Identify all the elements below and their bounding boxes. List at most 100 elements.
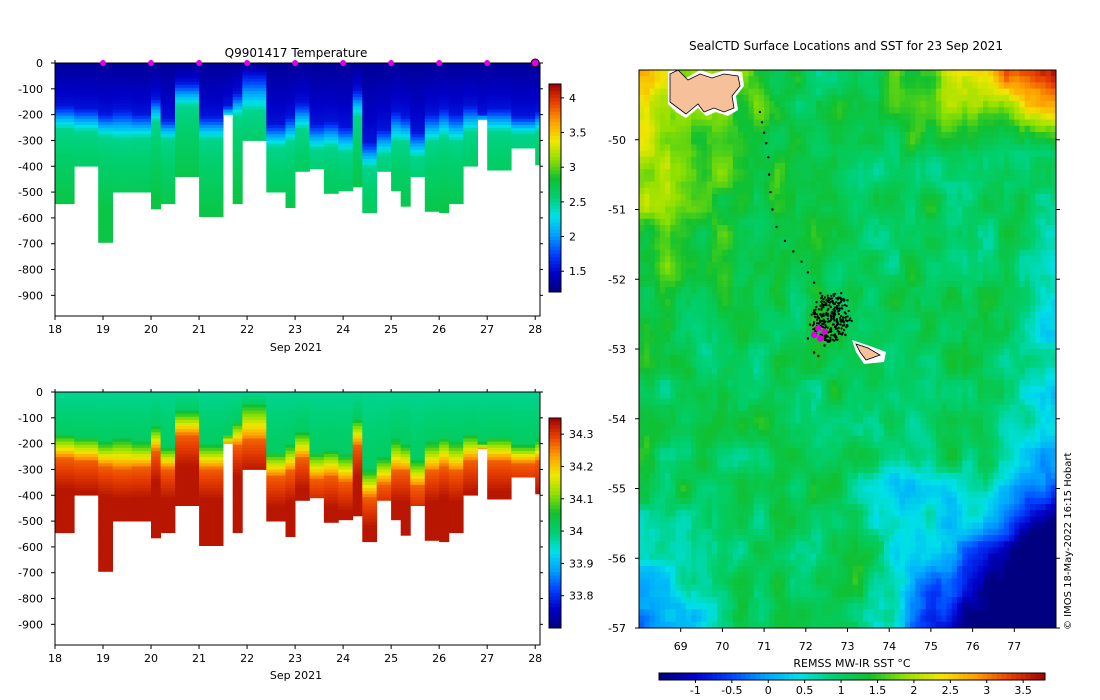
sst-cell: [998, 119, 1005, 127]
sst-cell: [998, 194, 1005, 201]
data-cell: [487, 494, 512, 498]
data-cell: [223, 103, 234, 107]
sst-cell: [696, 181, 703, 189]
sst-cell: [701, 119, 708, 127]
data-cell: [487, 401, 512, 405]
sst-cell: [956, 156, 963, 164]
data-cell: [463, 94, 478, 98]
sst-cell: [941, 200, 948, 207]
data-cell: [175, 475, 200, 480]
data-cell: [232, 528, 243, 532]
sst-cell: [930, 138, 937, 145]
data-cell: [223, 438, 234, 442]
data-cell: [309, 140, 325, 144]
sst-cell: [899, 156, 906, 164]
data-cell: [55, 497, 75, 501]
data-cell: [487, 454, 512, 458]
data-cell: [439, 149, 450, 154]
sst-cell: [758, 231, 765, 238]
sst-cell: [821, 144, 828, 152]
data-cell: [232, 481, 243, 486]
data-cell: [232, 180, 243, 185]
sst-cell: [988, 132, 994, 139]
sst-cell: [644, 101, 650, 108]
data-cell: [266, 180, 286, 185]
sst-cell: [732, 138, 739, 145]
data-cell: [285, 143, 296, 147]
data-cell: [448, 190, 464, 194]
data-cell: [175, 115, 200, 120]
sst-cell: [1003, 101, 1010, 108]
data-cell: [175, 438, 200, 442]
sst-cell: [972, 187, 979, 195]
data-cell: [74, 454, 99, 458]
data-cell: [285, 475, 296, 480]
sst-cell: [743, 225, 749, 232]
salinity-colorbar-segment: [549, 579, 561, 583]
sst-cell: [878, 119, 885, 127]
data-cell: [463, 398, 478, 402]
data-cell: [535, 72, 541, 76]
data-cell: [391, 398, 402, 402]
data-cell: [199, 525, 224, 529]
sst-cell: [1009, 169, 1015, 176]
sst-cell: [774, 194, 781, 201]
data-cell: [112, 419, 133, 424]
data-cell: [232, 484, 243, 489]
sst-cell: [706, 212, 713, 220]
data-cell: [400, 174, 411, 178]
sst-cell: [1040, 113, 1047, 121]
sst-cell: [748, 156, 755, 164]
data-cell: [98, 562, 113, 566]
sst-cell: [857, 231, 864, 238]
data-cell: [112, 463, 133, 467]
sst-cell: [743, 125, 749, 133]
sst-cell: [811, 101, 817, 108]
data-cell: [352, 118, 363, 123]
data-cell: [391, 419, 402, 424]
sst-cell: [644, 218, 650, 226]
sst-cell: [659, 88, 666, 96]
sst-cell: [842, 169, 848, 176]
sst-cell: [842, 163, 848, 170]
sst-cell: [925, 70, 932, 77]
data-cell: [535, 125, 541, 129]
sst-cell: [821, 138, 828, 145]
data-cell: [98, 109, 113, 113]
data-cell: [98, 565, 113, 569]
data-cell: [131, 155, 152, 160]
data-cell: [160, 519, 176, 523]
data-cell: [112, 503, 133, 507]
data-cell: [160, 423, 176, 427]
sst-cell: [769, 225, 776, 232]
sst-cell: [675, 212, 682, 220]
sst-cell: [1040, 218, 1047, 226]
sst-cell: [977, 132, 984, 139]
data-cell: [362, 531, 378, 535]
sst-cell: [1024, 113, 1031, 121]
data-cell: [400, 84, 411, 89]
sst-cell: [1003, 70, 1010, 77]
data-cell: [151, 103, 161, 107]
data-cell: [424, 481, 440, 486]
sst-cell: [993, 181, 1000, 189]
sst-cell: [821, 88, 828, 96]
data-cell: [199, 112, 224, 117]
data-cell: [338, 171, 354, 175]
data-cell: [376, 152, 392, 157]
sst-cell: [857, 194, 864, 201]
data-cell: [175, 416, 200, 421]
data-cell: [131, 426, 152, 430]
data-cell: [391, 407, 402, 411]
data-cell: [362, 525, 378, 529]
sst-cell: [1045, 163, 1052, 170]
sst-cell: [1035, 132, 1041, 139]
temperature-colorbar-segment: [549, 246, 561, 251]
sst-cell: [665, 101, 671, 108]
data-cell: [266, 435, 286, 439]
sst-cell: [956, 163, 963, 170]
data-cell: [362, 90, 378, 95]
sst-cell: [644, 169, 650, 176]
data-cell: [410, 146, 426, 151]
data-cell: [439, 410, 450, 415]
